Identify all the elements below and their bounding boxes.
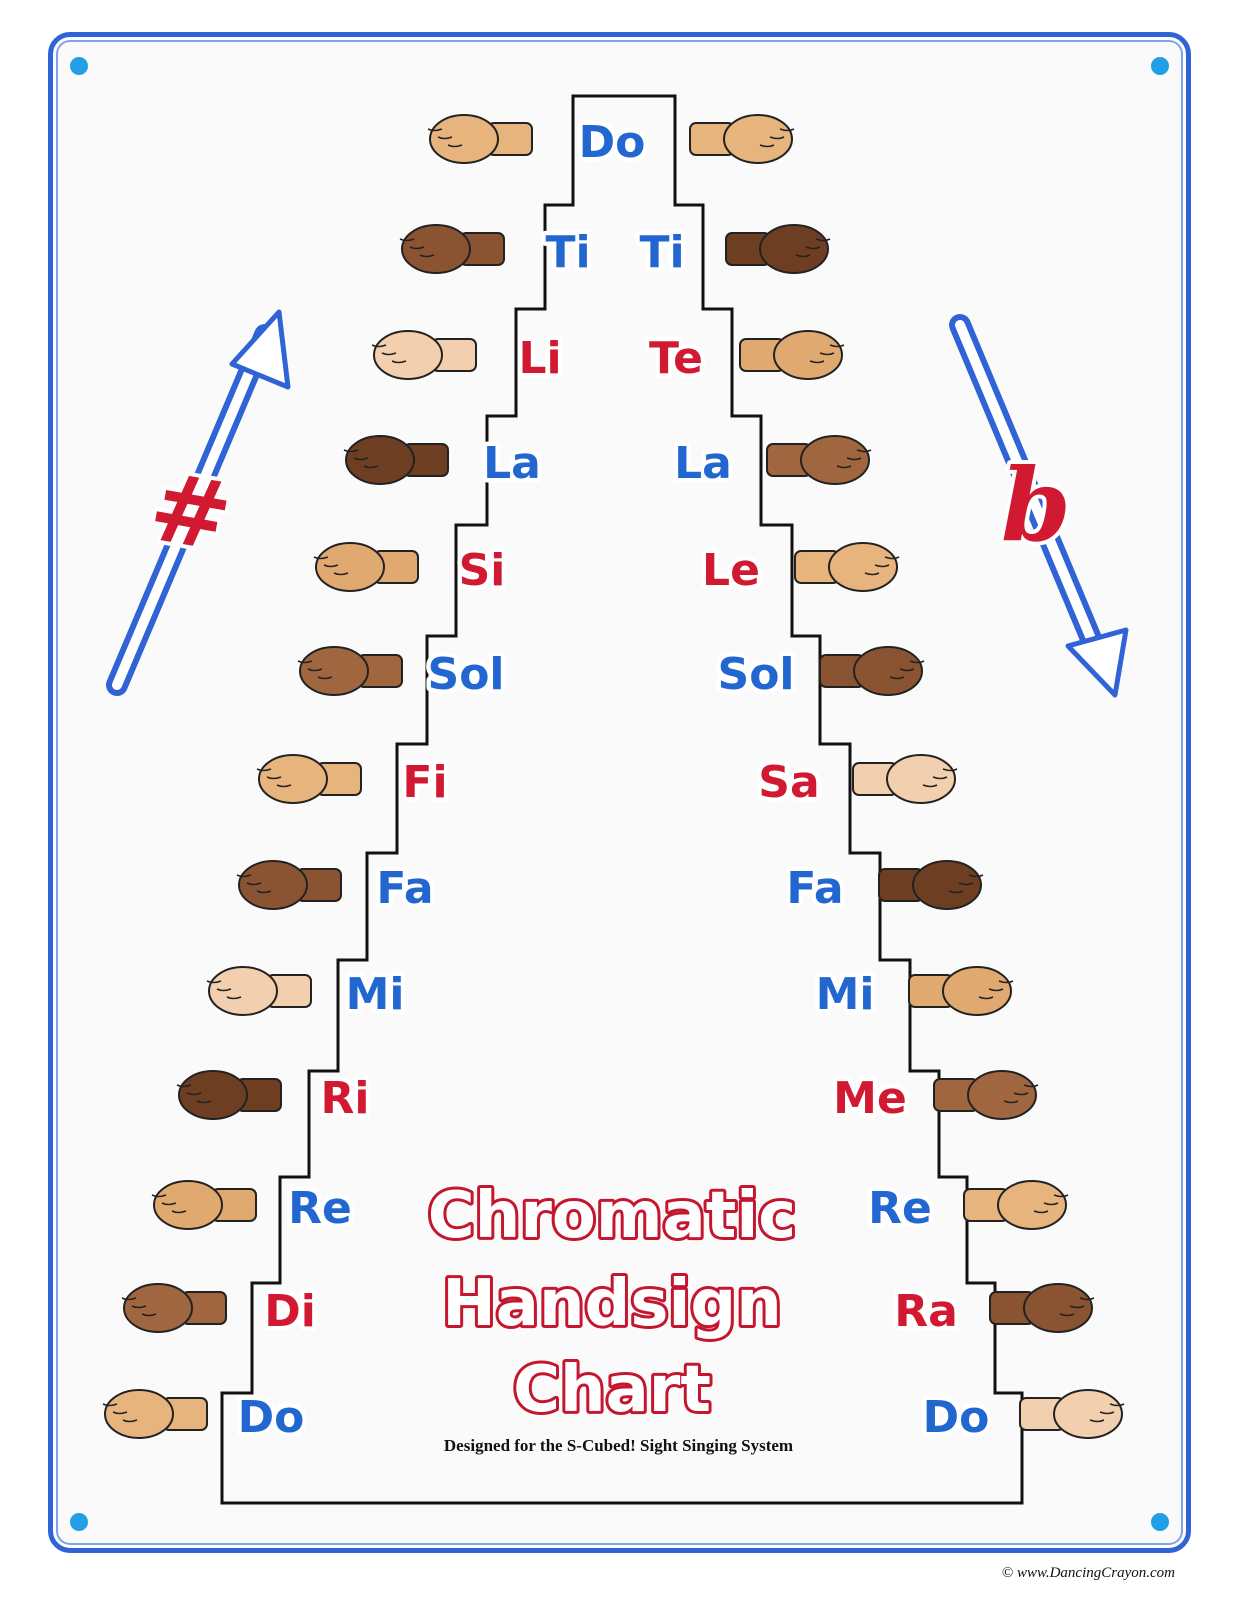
flat-horizontal-hand-icon	[206, 966, 312, 1016]
thumb-out-hand-icon	[256, 754, 362, 804]
right-syllable-ti: Ti	[639, 227, 684, 278]
right-syllable-ra: Ra	[894, 1286, 958, 1337]
cupped-hand-icon	[739, 330, 845, 380]
fist-hand-icon	[121, 1283, 227, 1333]
left-syllable-fi: Fi	[402, 757, 447, 808]
slanted-hand-icon	[151, 1180, 257, 1230]
left-syllable-do: Do	[579, 117, 646, 168]
right-syllable-la: La	[674, 438, 732, 489]
fist-hand-icon	[1019, 1389, 1125, 1439]
slanted-hand-icon	[963, 1180, 1069, 1230]
sharp-arrow	[106, 309, 291, 696]
cupped-hand-icon	[371, 330, 477, 380]
staircase-outline	[220, 94, 1024, 1505]
right-syllable-me: Me	[833, 1073, 907, 1124]
fist-hand-icon	[427, 114, 533, 164]
flat-symbol: b	[1001, 446, 1071, 564]
flat-palm-hand-icon	[297, 646, 403, 696]
thumb-down-hand-icon	[236, 860, 342, 910]
left-syllable-li: Li	[518, 333, 561, 384]
flat-horizontal-hand-icon	[908, 966, 1014, 1016]
corner-dot-top-right	[1151, 57, 1169, 75]
sharp-symbol: #	[142, 451, 240, 574]
pointing-up-hand-icon	[399, 224, 505, 274]
right-syllable-le: Le	[702, 545, 760, 596]
left-syllable-sol: Sol	[428, 649, 505, 700]
right-syllable-sol: Sol	[718, 649, 795, 700]
left-syllable-mi: Mi	[346, 969, 405, 1020]
flat-arrow	[949, 314, 1129, 698]
pointing-up-hand-icon	[725, 224, 831, 274]
open-palm-hand-icon	[794, 542, 900, 592]
right-syllable-do: Do	[923, 1392, 990, 1443]
raised-palm-hand-icon	[313, 542, 419, 592]
left-syllable-ti: Ti	[545, 227, 590, 278]
corner-dot-top-left	[70, 57, 88, 75]
open-palm-hand-icon	[852, 754, 958, 804]
right-syllable-mi: Mi	[816, 969, 875, 1020]
title-line-1: Chromatic	[428, 1179, 796, 1253]
title-line-2: Handsign	[442, 1267, 782, 1341]
subtitle: Designed for the S-Cubed! Sight Singing …	[443, 1436, 794, 1455]
right-syllable-te: Te	[649, 333, 703, 384]
drooping-hand-icon	[766, 435, 872, 485]
right-syllable-sa: Sa	[758, 757, 819, 808]
fist-hand-icon	[689, 114, 795, 164]
left-syllable-si: Si	[459, 545, 506, 596]
drooping-hand-icon	[343, 435, 449, 485]
title-line-3: Chart	[513, 1353, 711, 1427]
left-hand-signs	[102, 114, 533, 1439]
hooked-hand-icon	[989, 1283, 1095, 1333]
flat-palm-hand-icon	[819, 646, 925, 696]
left-syllable-ri: Ri	[321, 1073, 370, 1124]
left-syllable-re: Re	[288, 1183, 352, 1234]
left-syllable-di: Di	[264, 1286, 316, 1337]
left-syllable-do: Do	[238, 1392, 305, 1443]
left-syllable-la: La	[483, 438, 541, 489]
right-syllable-re: Re	[868, 1183, 932, 1234]
copyright-notice: © www.DancingCrayon.com	[1001, 1565, 1175, 1581]
fist-hand-icon	[102, 1389, 208, 1439]
right-syllables: Ti Te La Le Sol Sa Fa Mi Me Re Ra Do	[635, 223, 994, 1448]
right-syllable-fa: Fa	[786, 863, 843, 914]
palm-down-hand-icon	[933, 1070, 1039, 1120]
tilted-palm-hand-icon	[176, 1070, 282, 1120]
corner-dot-bottom-left	[70, 1513, 88, 1531]
left-syllables: Do Ti Li La Si Sol Fi Fa Mi Ri Re Di Do	[233, 113, 650, 1448]
left-syllable-fa: Fa	[376, 863, 433, 914]
corner-dot-bottom-right	[1151, 1513, 1169, 1531]
right-hand-signs	[689, 114, 1125, 1439]
thumb-down-hand-icon	[878, 860, 984, 910]
